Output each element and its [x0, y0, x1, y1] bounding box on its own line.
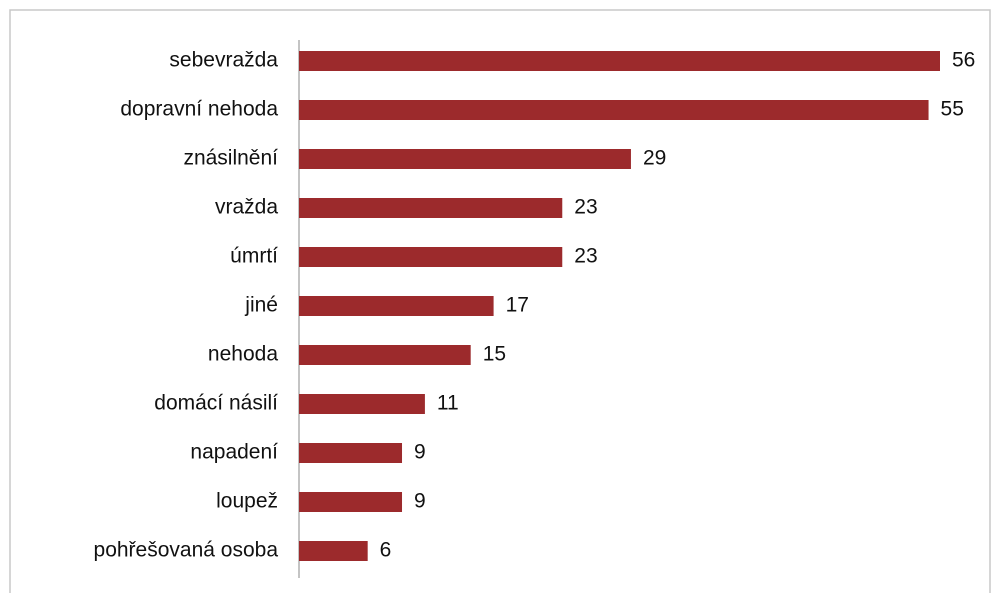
category-label: napadení — [190, 441, 278, 464]
category-label: domácí násilí — [154, 392, 278, 415]
value-label: 23 — [574, 245, 597, 268]
value-label: 6 — [380, 539, 392, 562]
bar — [299, 296, 494, 316]
value-label: 23 — [574, 196, 597, 219]
category-label: úmrtí — [230, 245, 278, 268]
category-label: znásilnění — [183, 147, 278, 170]
bar — [299, 492, 403, 512]
category-label: pohřešovaná osoba — [94, 539, 279, 562]
value-label: 15 — [483, 343, 506, 366]
bar — [299, 345, 471, 365]
category-label: vražda — [215, 196, 278, 219]
category-label: loupež — [216, 490, 278, 513]
value-label: 11 — [437, 392, 459, 415]
category-label: jiné — [244, 294, 278, 317]
bar — [299, 51, 940, 71]
value-label: 29 — [643, 147, 666, 170]
bar — [299, 247, 563, 267]
bar — [299, 541, 368, 561]
value-label: 9 — [414, 490, 426, 513]
value-label: 9 — [414, 441, 426, 464]
value-label: 17 — [506, 294, 529, 317]
value-label: 56 — [952, 49, 975, 72]
category-label: nehoda — [208, 343, 278, 366]
value-label: 55 — [941, 98, 964, 121]
bar — [299, 198, 563, 218]
bar — [299, 394, 425, 414]
category-label: dopravní nehoda — [120, 98, 278, 121]
category-label: sebevražda — [169, 49, 278, 72]
bar — [299, 149, 631, 169]
frame — [9, 9, 991, 593]
bar — [299, 443, 403, 463]
bar — [299, 100, 929, 120]
